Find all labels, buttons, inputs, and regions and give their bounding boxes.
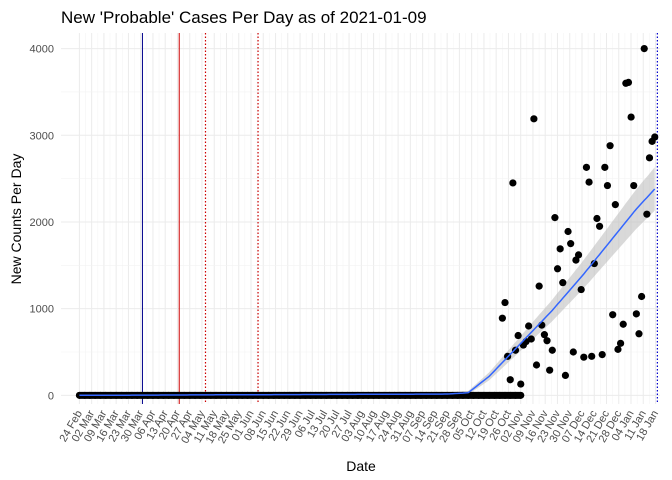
- data-point: [543, 337, 551, 345]
- zero-point: [312, 391, 320, 399]
- data-point: [525, 322, 533, 330]
- zero-point: [349, 391, 357, 399]
- confidence-band: [447, 167, 655, 396]
- data-points: [498, 45, 659, 388]
- confidence-band-area: [447, 167, 655, 396]
- zero-point: [75, 391, 83, 399]
- data-point: [603, 181, 612, 190]
- x-axis-title: Date: [346, 458, 376, 474]
- data-point: [551, 214, 559, 222]
- data-point: [517, 380, 525, 388]
- data-point: [559, 279, 567, 287]
- data-point: [638, 292, 646, 301]
- zero-point: [485, 391, 493, 399]
- data-point: [546, 366, 554, 374]
- smooth-fit-line: [79, 188, 656, 397]
- data-point: [643, 210, 651, 218]
- zero-point: [501, 391, 509, 399]
- grid: [61, 33, 660, 404]
- data-point: [540, 331, 549, 339]
- data-point: [627, 113, 635, 121]
- y-tick-label: 1000: [30, 304, 54, 316]
- smooth-fit: [79, 188, 656, 397]
- data-point: [574, 251, 583, 259]
- reference-lines: [141, 33, 658, 404]
- data-point: [624, 78, 633, 87]
- data-point: [585, 178, 593, 186]
- data-point: [567, 240, 575, 248]
- data-point: [651, 133, 659, 141]
- data-point: [530, 115, 538, 123]
- y-axis-ticks: 0 1000 2000 3000 4000: [30, 44, 54, 403]
- data-point: [532, 361, 541, 369]
- data-point: [527, 335, 535, 343]
- data-point: [511, 346, 520, 354]
- data-point: [640, 45, 648, 53]
- zero-point: [496, 391, 504, 399]
- data-point: [582, 163, 591, 171]
- zero-point: [480, 391, 488, 399]
- y-tick-label: 0: [48, 390, 54, 402]
- data-point: [635, 330, 643, 338]
- data-point: [501, 298, 509, 307]
- zero-point: [333, 391, 341, 399]
- data-point: [614, 345, 622, 353]
- y-tick-label: 3000: [30, 130, 54, 142]
- data-point: [590, 259, 598, 268]
- zero-point: [307, 391, 315, 399]
- data-point: [645, 154, 654, 162]
- data-point: [514, 331, 522, 340]
- data-point: [616, 339, 625, 347]
- zero-point: [328, 391, 336, 399]
- zero-point: [317, 391, 325, 399]
- data-point: [577, 285, 585, 294]
- data-point: [498, 314, 506, 322]
- data-point: [611, 201, 619, 209]
- data-point: [598, 350, 606, 359]
- zero-point: [343, 391, 351, 399]
- data-point: [593, 214, 601, 223]
- zero-point: [506, 391, 514, 399]
- zero-point: [475, 391, 483, 399]
- y-axis-title: New Counts Per Day: [8, 154, 24, 285]
- data-point: [506, 376, 514, 384]
- data-point: [535, 282, 543, 290]
- zero-point: [301, 391, 309, 399]
- data-point: [606, 142, 614, 150]
- data-point: [553, 265, 562, 273]
- data-point: [509, 179, 517, 187]
- data-point: [561, 371, 570, 379]
- zero-point: [469, 391, 477, 399]
- zero-point: [512, 391, 520, 399]
- data-point: [564, 227, 572, 236]
- data-point: [630, 181, 638, 190]
- data-point: [548, 346, 556, 354]
- zero-point: [322, 391, 330, 399]
- zero-point: [517, 391, 525, 399]
- zero-point: [338, 391, 346, 399]
- data-point: [569, 348, 577, 356]
- y-tick-label: 2000: [30, 217, 54, 229]
- data-point: [632, 310, 640, 318]
- data-point: [595, 222, 604, 230]
- data-point: [619, 320, 627, 328]
- data-point: [556, 245, 564, 253]
- data-point: [601, 163, 609, 171]
- data-point: [580, 353, 588, 361]
- data-point: [609, 311, 617, 319]
- chart-title: New 'Probable' Cases Per Day as of 2021-…: [61, 8, 427, 27]
- y-tick-label: 4000: [30, 44, 54, 56]
- data-point: [538, 321, 546, 329]
- zero-point: [490, 391, 498, 399]
- data-point: [588, 352, 596, 360]
